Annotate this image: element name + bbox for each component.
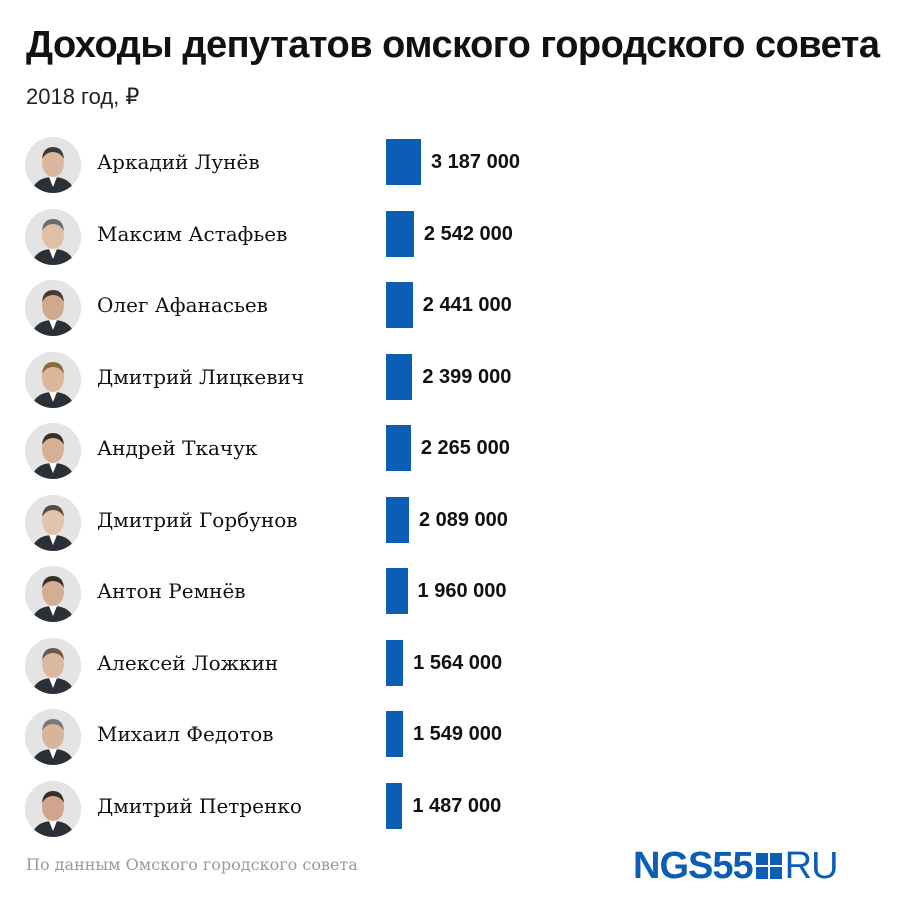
data-label: 2 265 000: [420, 437, 510, 459]
avatar: [25, 709, 81, 765]
category-label: Антон Ремнёв: [97, 579, 246, 603]
bar-row: Антон Ремнёв 1 960 000: [0, 565, 901, 625]
bar-row: Дмитрий Горбунов 2 089 000: [0, 494, 901, 554]
category-label: Дмитрий Горбунов: [97, 507, 298, 532]
logo-square-icon: [755, 853, 782, 879]
category-label: Андрей Ткачук: [97, 436, 258, 460]
bar: [386, 639, 404, 686]
chart-subtitle: 2018 год, ₽: [26, 84, 140, 109]
bar: [386, 210, 414, 257]
data-label: 1 549 000: [413, 723, 502, 745]
data-label: 1 960 000: [417, 580, 507, 602]
bar-row: Олег Афанасьев 2 441 000: [0, 279, 901, 339]
avatar: [25, 637, 81, 694]
avatar: [25, 351, 81, 408]
bar-row: Дмитрий Петренко 1 487 000: [0, 780, 901, 840]
category-label: Аркадий Лунёв: [97, 150, 260, 174]
data-label: 2 089 000: [418, 508, 508, 531]
chart-title: Доходы депутатов омского городского сове…: [26, 24, 880, 66]
bar-row: Алексей Ложкин 1 564 000: [0, 637, 901, 697]
category-label: Михаил Федотов: [97, 722, 274, 746]
source-note: По данным Омского городского совета: [26, 855, 358, 874]
category-label: Олег Афанасьев: [97, 293, 268, 317]
data-label: 1 487 000: [412, 794, 502, 817]
category-label: Дмитрий Лицкевич: [97, 364, 305, 389]
category-label: Дмитрий Петренко: [97, 793, 302, 818]
bar: [386, 282, 413, 328]
category-label: Алексей Ложкин: [97, 650, 279, 675]
bar: [386, 496, 409, 543]
avatar: [25, 780, 81, 837]
bar-row: Аркадий Лунёв 3 187 000: [0, 136, 901, 196]
avatar: [25, 494, 81, 551]
data-label: 2 542 000: [423, 222, 513, 245]
data-label: 1 564 000: [413, 651, 503, 674]
bar-row: Андрей Ткачук 2 265 000: [0, 422, 901, 482]
avatar: [25, 566, 81, 622]
bar: [386, 711, 403, 757]
bar: [386, 568, 408, 614]
ngs55-logo[interactable]: NGS55 RU: [633, 844, 839, 887]
bar: [386, 425, 411, 471]
avatar: [25, 208, 81, 265]
data-label: 2 399 000: [422, 365, 512, 388]
bar-row: Дмитрий Лицкевич 2 399 000: [0, 351, 901, 411]
bar-row: Максим Астафьев 2 542 000: [0, 208, 901, 268]
avatar: [25, 137, 81, 193]
avatar: [25, 280, 81, 336]
avatar: [25, 423, 81, 479]
data-label: 3 187 000: [431, 151, 520, 173]
bar: [386, 353, 413, 400]
bar-row: Михаил Федотов 1 549 000: [0, 708, 901, 768]
logo-main-text: NGS55: [633, 844, 754, 887]
logo-suffix-text: RU: [784, 844, 839, 887]
category-label: Максим Астафьев: [97, 221, 288, 246]
bar: [386, 782, 403, 829]
data-label: 2 441 000: [422, 294, 512, 316]
bar: [386, 139, 421, 185]
